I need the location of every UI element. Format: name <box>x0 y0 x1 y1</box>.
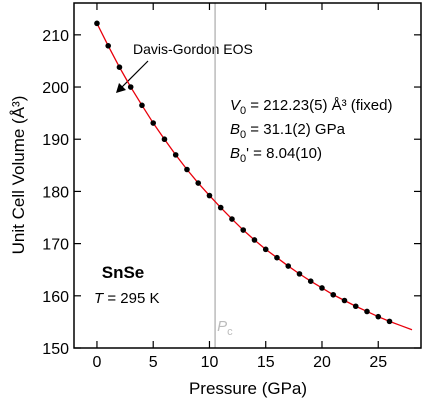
parameter-part: = 31.1(2) GPa <box>246 121 345 138</box>
data-point <box>307 278 314 284</box>
parameter-part: ' = 8.04(10) <box>246 145 322 162</box>
parameter: B0' = 8.04(10) <box>230 145 322 165</box>
parameter-part: V <box>230 97 242 114</box>
parameter: V0 = 212.23(5) Å³ (fixed) <box>230 97 392 117</box>
data-point <box>206 192 213 199</box>
parameter-part: 0 <box>240 153 246 165</box>
data-point <box>116 64 123 70</box>
data-point <box>150 120 157 126</box>
data-point <box>341 297 348 304</box>
data-point <box>161 136 168 143</box>
temperature-label: T = 295 K <box>94 290 159 307</box>
data-point <box>229 216 235 222</box>
data-point <box>375 313 382 320</box>
data-point <box>184 166 190 173</box>
data-point <box>274 254 280 261</box>
x-tick-label: 10 <box>201 354 219 371</box>
arrow-head <box>116 83 126 93</box>
data-point <box>94 20 100 27</box>
transition-label-part: P <box>217 318 227 335</box>
parameter-part: 0 <box>240 105 246 117</box>
parameter-part: B <box>230 121 240 138</box>
x-axis-label: Pressure (GPa) <box>189 379 307 398</box>
temperature-label-part: T <box>94 290 105 307</box>
data-point <box>296 271 303 277</box>
data-point <box>364 308 370 315</box>
x-tick-label: 0 <box>93 354 102 371</box>
temperature-label-part: = 295 K <box>103 290 159 307</box>
x-tick-label: 15 <box>257 354 275 371</box>
transition-label-part: c <box>227 326 233 338</box>
x-tick-label: 20 <box>313 354 331 371</box>
parameter-part: B <box>230 145 240 162</box>
x-tick-label: 25 <box>369 354 387 371</box>
data-point <box>251 237 258 243</box>
data-point <box>217 204 224 211</box>
data-point <box>262 246 269 253</box>
fit-line <box>96 23 413 331</box>
parameter: B0 = 31.1(2) GPa <box>230 121 346 141</box>
fit-label: Davis-Gordon EOS <box>133 41 253 57</box>
data-point <box>330 291 337 298</box>
y-tick-label: 150 <box>42 341 69 358</box>
data-point <box>285 263 292 269</box>
y-tick-label: 190 <box>42 132 69 149</box>
data-point <box>105 42 112 49</box>
sample-label: SnSe <box>102 263 145 282</box>
parameter-part: = 212.23(5) Å³ (fixed) <box>246 97 392 114</box>
y-tick-label: 210 <box>42 28 69 45</box>
transition-label: Pc <box>217 318 233 338</box>
data-point <box>172 152 179 158</box>
arrow-line <box>120 60 149 89</box>
y-tick-label: 180 <box>42 184 69 201</box>
y-tick-label: 160 <box>42 289 69 306</box>
y-tick-label: 200 <box>42 80 69 97</box>
y-axis-label: Unit Cell Volume (Å³) <box>9 96 28 255</box>
y-tick-label: 170 <box>42 237 69 254</box>
x-tick-label: 5 <box>149 354 158 371</box>
data-point <box>139 102 145 109</box>
data-point <box>386 318 393 325</box>
parameter-part: 0 <box>240 129 246 141</box>
data-point <box>195 180 202 186</box>
data-point <box>352 303 359 310</box>
data-point <box>127 84 134 90</box>
data-point <box>240 227 247 233</box>
data-point <box>319 285 325 291</box>
axes-frame <box>73 2 422 349</box>
